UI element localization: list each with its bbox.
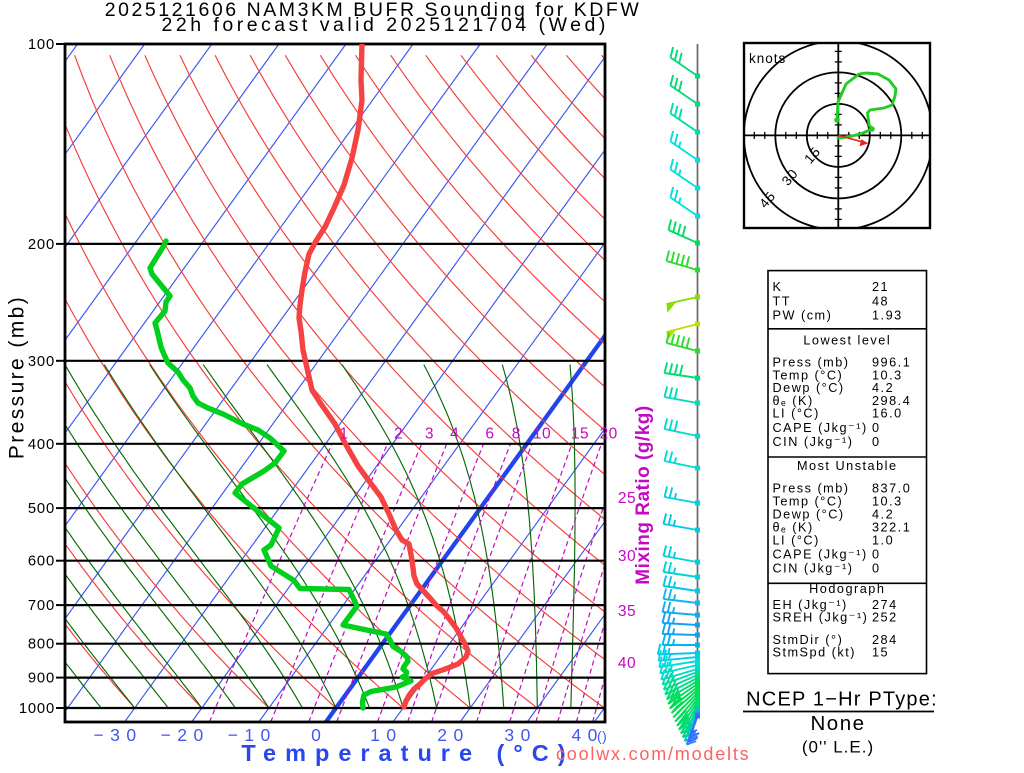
- svg-text:Lowest level: Lowest level: [803, 334, 891, 348]
- svg-text:knots: knots: [749, 51, 786, 66]
- svg-text:None: None: [810, 712, 865, 735]
- svg-text:800: 800: [28, 637, 55, 653]
- svg-text:8: 8: [512, 426, 521, 443]
- svg-text:θₑ (K): θₑ (K): [773, 521, 814, 535]
- svg-text:837.0: 837.0: [872, 482, 911, 496]
- svg-text:Temperature (°C): Temperature (°C): [241, 740, 574, 766]
- svg-text:θₑ (K): θₑ (K): [773, 394, 814, 408]
- svg-text:20: 20: [600, 426, 618, 443]
- svg-text:Hodograph: Hodograph: [809, 582, 885, 596]
- svg-text:274: 274: [872, 598, 898, 612]
- svg-text:−30: −30: [93, 725, 142, 745]
- svg-text:Most Unstable: Most Unstable: [797, 459, 898, 473]
- svg-text:996.1: 996.1: [872, 356, 911, 370]
- svg-text:40: 40: [571, 725, 603, 745]
- svg-text:coolwx.com/modelts: coolwx.com/modelts: [556, 744, 750, 764]
- svg-text:600: 600: [28, 554, 55, 570]
- svg-text:15: 15: [571, 426, 589, 443]
- svg-text:10.3: 10.3: [872, 495, 903, 509]
- svg-text:Press (mb): Press (mb): [773, 482, 850, 496]
- svg-text:Mixing Ratio (g/kg): Mixing Ratio (g/kg): [633, 405, 654, 584]
- svg-text:4: 4: [450, 426, 459, 443]
- svg-text:0: 0: [311, 725, 327, 745]
- svg-text:LI (°C): LI (°C): [773, 534, 820, 548]
- svg-text:Temp (°C): Temp (°C): [773, 368, 844, 382]
- svg-text:(0'' L.E.): (0'' L.E.): [802, 738, 874, 757]
- svg-text:200: 200: [28, 237, 55, 253]
- svg-text:(): (): [597, 728, 607, 744]
- svg-text:1: 1: [339, 426, 348, 443]
- svg-text:322.1: 322.1: [872, 521, 911, 535]
- svg-text:30: 30: [618, 548, 636, 565]
- svg-text:1.93: 1.93: [872, 309, 903, 323]
- svg-text:TT: TT: [773, 295, 792, 309]
- svg-text:Dewp (°C): Dewp (°C): [773, 508, 845, 522]
- svg-text:0: 0: [872, 421, 881, 435]
- svg-text:500: 500: [28, 501, 55, 517]
- svg-text:Temp (°C): Temp (°C): [773, 495, 844, 509]
- svg-text:0: 0: [872, 548, 881, 562]
- svg-text:4.2: 4.2: [872, 508, 894, 522]
- svg-text:252: 252: [872, 611, 898, 625]
- svg-text:298.4: 298.4: [872, 394, 911, 408]
- svg-text:2: 2: [394, 426, 403, 443]
- svg-text:10: 10: [370, 725, 402, 745]
- svg-text:20: 20: [437, 725, 469, 745]
- svg-text:900: 900: [28, 671, 55, 687]
- svg-text:0: 0: [872, 562, 881, 576]
- svg-text:21: 21: [872, 280, 889, 294]
- svg-text:100: 100: [28, 37, 55, 53]
- svg-text:10.3: 10.3: [872, 368, 903, 382]
- svg-text:Press (mb): Press (mb): [773, 356, 850, 370]
- svg-text:25: 25: [618, 490, 636, 507]
- svg-text:CAPE (Jkg⁻¹): CAPE (Jkg⁻¹): [773, 421, 868, 435]
- svg-text:K: K: [773, 280, 783, 294]
- svg-text:4.2: 4.2: [872, 381, 894, 395]
- svg-text:22h forecast valid 2025121704: 22h forecast valid 2025121704 (Wed): [162, 14, 609, 36]
- svg-text:PW (cm): PW (cm): [773, 309, 833, 323]
- svg-text:700: 700: [28, 598, 55, 614]
- svg-text:40: 40: [618, 655, 636, 672]
- svg-text:NCEP 1−Hr PType:: NCEP 1−Hr PType:: [746, 689, 938, 711]
- svg-text:Pressure (mb): Pressure (mb): [6, 295, 29, 459]
- svg-text:15: 15: [872, 646, 889, 660]
- svg-text:EH (Jkg⁻¹): EH (Jkg⁻¹): [773, 598, 848, 612]
- svg-text:−20: −20: [161, 725, 210, 745]
- svg-text:35: 35: [618, 603, 636, 620]
- svg-text:−10: −10: [228, 725, 277, 745]
- svg-text:SREH (Jkg⁻¹): SREH (Jkg⁻¹): [773, 611, 869, 625]
- svg-text:300: 300: [28, 354, 55, 370]
- svg-text:LI (°C): LI (°C): [773, 407, 820, 421]
- svg-text:48: 48: [872, 295, 889, 309]
- svg-text:Dewp (°C): Dewp (°C): [773, 381, 845, 395]
- svg-text:CIN (Jkg⁻¹): CIN (Jkg⁻¹): [773, 435, 854, 449]
- svg-text:3: 3: [425, 426, 434, 443]
- svg-text:10: 10: [533, 426, 551, 443]
- svg-text:6: 6: [485, 426, 494, 443]
- svg-text:StmSpd (kt): StmSpd (kt): [773, 646, 856, 660]
- svg-text:1000: 1000: [19, 701, 55, 717]
- svg-text:2025121606 NAM3KM BUFR Soundin: 2025121606 NAM3KM BUFR Sounding for KDFW: [105, 0, 642, 21]
- svg-text:284: 284: [872, 633, 898, 647]
- svg-text:400: 400: [28, 437, 55, 453]
- svg-text:16.0: 16.0: [872, 407, 903, 421]
- svg-text:0: 0: [872, 435, 881, 449]
- svg-text:CAPE (Jkg⁻¹): CAPE (Jkg⁻¹): [773, 548, 868, 562]
- svg-text:1.0: 1.0: [872, 534, 894, 548]
- svg-text:30: 30: [504, 725, 536, 745]
- svg-text:CIN (Jkg⁻¹): CIN (Jkg⁻¹): [773, 562, 854, 576]
- svg-text:StmDir (°): StmDir (°): [773, 633, 844, 647]
